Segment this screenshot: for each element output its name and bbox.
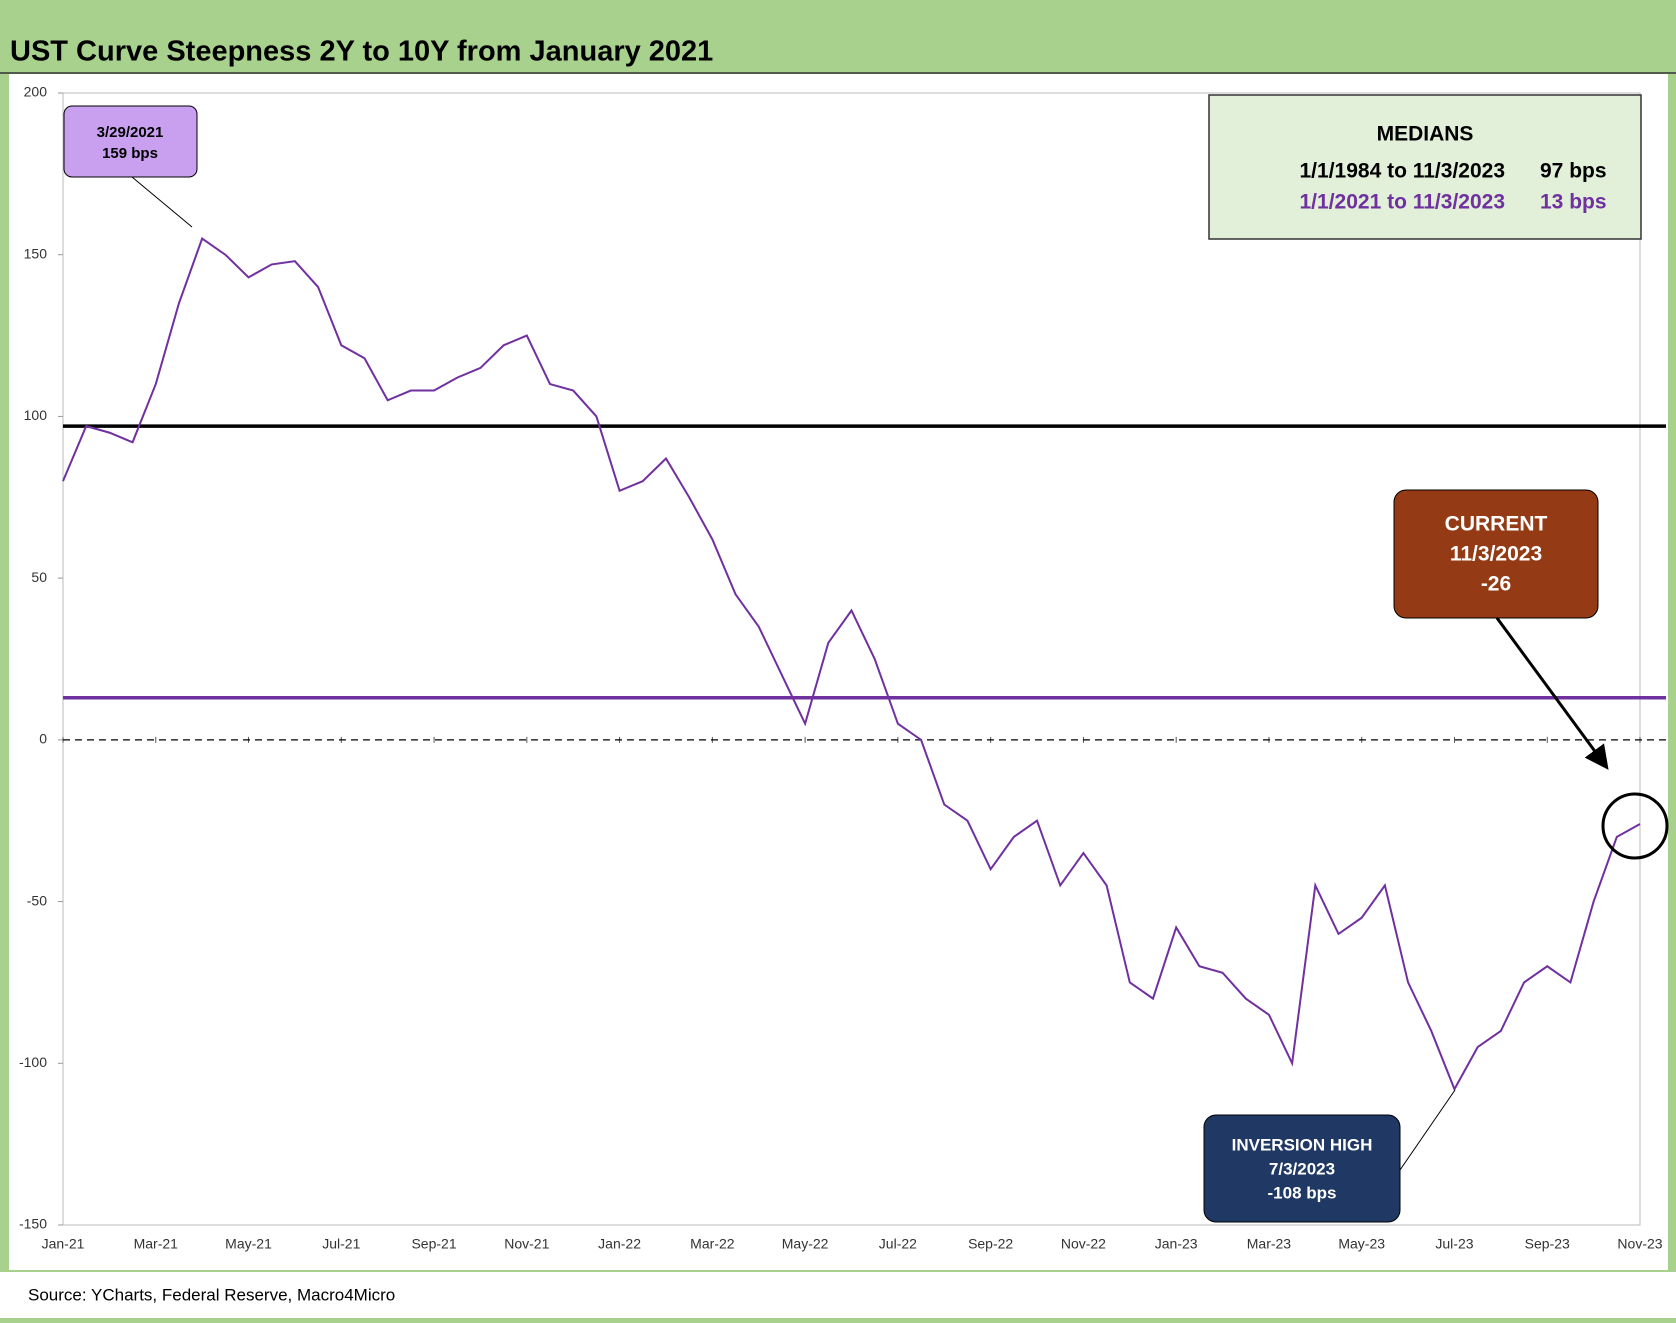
y-tick-label: -50 xyxy=(27,892,47,908)
x-tick-label: May-22 xyxy=(782,1236,829,1252)
medians-box xyxy=(1208,94,1642,240)
y-tick-label: -150 xyxy=(19,1216,47,1232)
x-tick-label: Nov-21 xyxy=(504,1236,549,1252)
median-range: 1/1/2021 to 11/3/2023 xyxy=(1300,191,1506,214)
current-value: -26 xyxy=(1481,573,1511,596)
median-value: 97 bps xyxy=(1540,160,1607,183)
x-tick-label: Jul-21 xyxy=(322,1236,360,1252)
leader xyxy=(131,176,193,228)
inversion-value: -108 bps xyxy=(1268,1183,1337,1202)
peak-value: 159 bps xyxy=(102,145,158,162)
plot: -150 -100 -50 0 50 100 150 200 Jan-21 Mar-21 May-2… xyxy=(19,84,1666,1252)
inversion-date: 7/3/2023 xyxy=(1269,1159,1335,1178)
plot-frame xyxy=(62,92,1641,1226)
series-line xyxy=(62,236,1641,1092)
peak-box xyxy=(63,105,198,178)
x-tick-label: Jan-23 xyxy=(1155,1236,1198,1252)
y-tick-label: 0 xyxy=(39,731,47,747)
x-tick-label: Sep-22 xyxy=(968,1236,1013,1252)
x-tick-label: Sep-23 xyxy=(1525,1236,1570,1252)
x-tick-label: Nov-22 xyxy=(1061,1236,1106,1252)
median-range: 1/1/1984 to 11/3/2023 xyxy=(1300,160,1506,183)
x-tick-label: Jul-22 xyxy=(879,1236,917,1252)
plot-panel xyxy=(9,74,1668,1270)
footer xyxy=(0,1272,1676,1318)
y-tick-label: 150 xyxy=(24,245,48,261)
x-tick-label: Jul-23 xyxy=(1435,1236,1473,1252)
peak-date: 3/29/2021 xyxy=(97,124,164,141)
median-value: 13 bps xyxy=(1540,191,1607,214)
current-box xyxy=(1393,489,1599,619)
inversion-title: INVERSION HIGH xyxy=(1232,1135,1373,1154)
x-tick-label: Sep-21 xyxy=(411,1236,456,1252)
chart-title: UST Curve Steepness 2Y to 10Y from Janua… xyxy=(10,36,713,68)
y-tick-label: 50 xyxy=(31,569,47,585)
highlight-circle xyxy=(1601,792,1669,860)
y-tick-label: 200 xyxy=(24,84,48,100)
current-date: 11/3/2023 xyxy=(1450,543,1542,566)
x-tick-label: May-21 xyxy=(225,1236,272,1252)
leader xyxy=(1399,1089,1456,1171)
x-tick-label: Jan-21 xyxy=(42,1236,85,1252)
arrow xyxy=(1495,617,1609,770)
source: Source: YCharts, Federal Reserve, Macro4… xyxy=(28,1285,395,1304)
x-tick-label: Mar-23 xyxy=(1247,1236,1292,1252)
x-tick-label: May-23 xyxy=(1338,1236,1385,1252)
x-tick-label: Mar-22 xyxy=(690,1236,735,1252)
medians-title: MEDIANS xyxy=(1377,123,1474,146)
y-tick-label: -100 xyxy=(19,1054,47,1070)
x-tick-label: Nov-23 xyxy=(1617,1236,1662,1252)
x-tick-label: Mar-21 xyxy=(134,1236,179,1252)
inversion-box xyxy=(1203,1114,1401,1223)
current-title: CURRENT xyxy=(1445,513,1548,536)
y-tick-label: 100 xyxy=(24,407,48,423)
x-tick-label: Jan-22 xyxy=(598,1236,641,1252)
